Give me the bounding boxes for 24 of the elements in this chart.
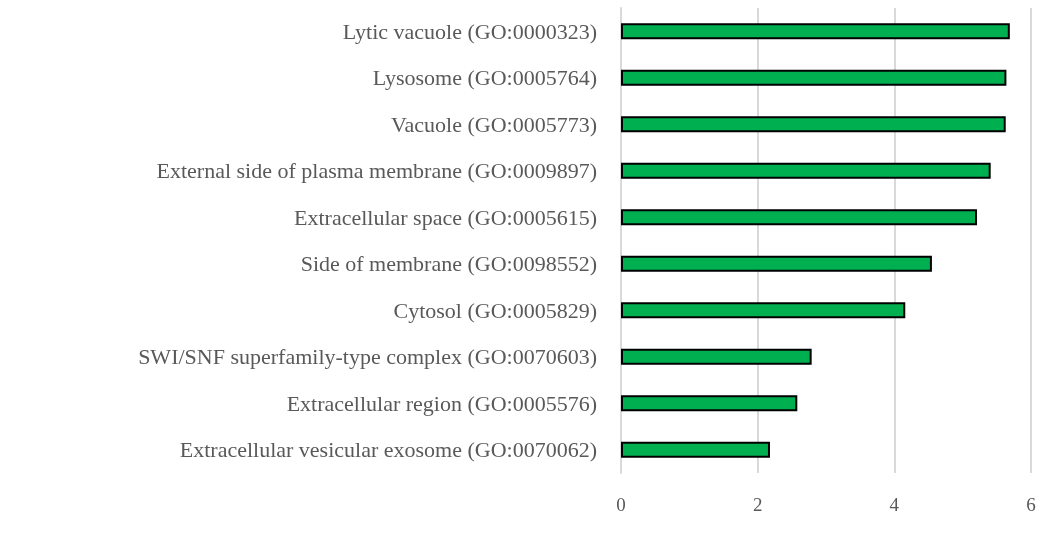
- x-tick-label: 2: [752, 494, 763, 515]
- x-tick-label: 6: [1026, 494, 1036, 515]
- bar: [621, 441, 770, 458]
- x-tick-label: 4: [889, 494, 900, 515]
- bar: [621, 162, 991, 179]
- y-tick-label: Side of membrane (GO:0098552): [300, 251, 597, 277]
- y-tick-label: External side of plasma membrane (GO:0009897): [156, 158, 597, 184]
- y-tick-label: Extracellular space (GO:0005615): [294, 204, 597, 230]
- y-tick-label: Cytosol (GO:0005829): [393, 297, 597, 323]
- y-tick-label: Lytic vacuole (GO:0000323): [342, 18, 597, 44]
- y-tick-label: Extracellular region (GO:0005576): [286, 390, 597, 416]
- y-tick-label: SWI/SNF superfamily-type complex (GO:0070603): [138, 344, 597, 370]
- y-tick-label: Vacuole (GO:0005773): [391, 111, 597, 137]
- bar: [621, 348, 812, 365]
- y-tick-label: Extracellular vesicular exosome (GO:0070062): [179, 437, 597, 463]
- x-tick-label: 0: [616, 494, 626, 515]
- bar: [621, 116, 1006, 133]
- bar: [621, 395, 798, 412]
- bar: [621, 209, 978, 226]
- bar: [621, 255, 932, 272]
- bar: [621, 23, 1010, 40]
- bar: [621, 302, 906, 319]
- bar: [621, 69, 1007, 86]
- y-tick-label: Lysosome (GO:0005764): [372, 65, 597, 91]
